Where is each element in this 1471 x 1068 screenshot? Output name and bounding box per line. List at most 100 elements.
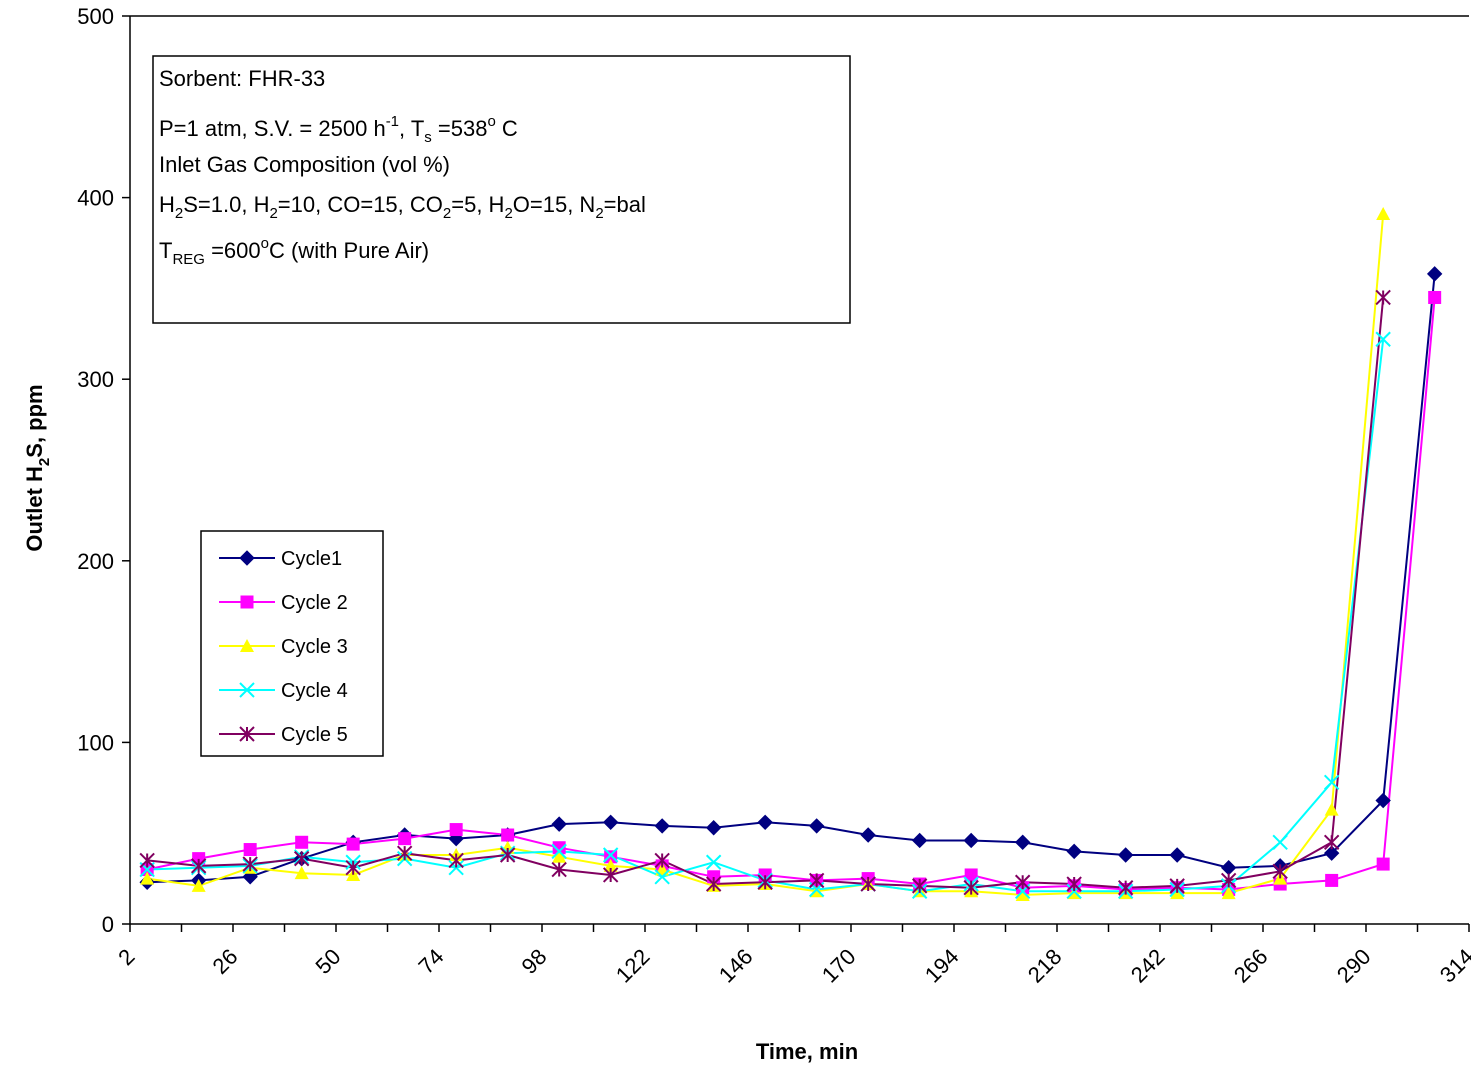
y-tick-label: 500	[77, 4, 114, 29]
data-point-series-5	[705, 876, 722, 892]
info-line-inlet-title: Inlet Gas Composition (vol %)	[159, 152, 450, 177]
x-tick-label: 218	[1023, 944, 1067, 988]
data-point-series-4	[1066, 883, 1082, 900]
data-point-series-4	[705, 854, 722, 870]
x-tick-label: 290	[1332, 944, 1376, 988]
x-tick-label: 2	[113, 944, 139, 970]
data-point-series-2	[1376, 857, 1390, 871]
x-tick-label: 170	[817, 944, 861, 988]
data-point-series-2	[1325, 873, 1339, 887]
data-point-series-5	[808, 872, 825, 889]
data-point-series-5	[1272, 863, 1288, 880]
data-point-series-5	[345, 859, 361, 876]
info-line-composition: H2S=1.0, H2=10, CO=15, CO2=5, H2O=15, N2…	[159, 192, 646, 222]
data-point-series-4	[551, 843, 567, 860]
legend-marker	[240, 639, 254, 652]
data-point-series-5	[190, 858, 207, 874]
data-point-series-5	[757, 874, 773, 890]
data-point-series-5	[911, 878, 928, 894]
x-tick-label: 266	[1229, 944, 1273, 988]
data-point-series-1	[654, 818, 670, 834]
data-point-series-4	[654, 869, 670, 885]
data-point-series-5	[139, 852, 155, 869]
data-point-series-3	[1221, 886, 1236, 900]
data-point-series-5	[293, 850, 310, 867]
y-tick-label: 100	[77, 730, 114, 755]
data-point-series-1	[1117, 847, 1134, 863]
data-point-series-3	[294, 866, 309, 880]
legend-label: Cycle 4	[281, 680, 348, 702]
data-point-series-5	[963, 879, 979, 896]
data-point-series-5	[1169, 878, 1185, 894]
series-markers	[139, 206, 1443, 901]
x-tick-label: 26	[208, 944, 243, 979]
data-point-series-5	[1375, 289, 1391, 306]
data-point-series-2	[552, 841, 566, 855]
x-tick-label: 98	[517, 944, 552, 979]
data-point-series-2	[398, 832, 412, 846]
info-box: Sorbent: FHR-33 P=1 atm, S.V. = 2500 h-1…	[152, 55, 851, 324]
data-point-series-2	[604, 850, 618, 864]
data-point-series-3	[603, 858, 618, 872]
legend-label: Cycle 2	[281, 592, 348, 614]
data-point-series-3	[191, 878, 206, 892]
data-point-series-5	[1066, 876, 1082, 892]
data-point-series-5	[860, 876, 876, 892]
data-point-series-1	[1014, 834, 1031, 850]
data-point-series-1	[963, 832, 979, 849]
data-point-series-3	[140, 871, 155, 885]
legend-label: Cycle1	[281, 548, 342, 570]
data-point-series-5	[448, 852, 464, 869]
x-tick-label: 194	[920, 944, 964, 988]
data-point-series-4	[1323, 774, 1340, 791]
data-point-series-2	[346, 837, 360, 851]
legend-label: Cycle 5	[281, 724, 348, 746]
x-axis-title: Time, min	[756, 1039, 858, 1064]
data-point-series-4	[448, 859, 464, 876]
x-tick-label: 242	[1126, 944, 1170, 988]
legend-label: Cycle 3	[281, 636, 348, 658]
legend-marker	[239, 682, 255, 698]
data-point-series-1	[1323, 845, 1340, 861]
data-point-series-5	[1323, 834, 1340, 850]
info-line-conditions: P=1 atm, S.V. = 2500 h-1, Ts =538o C	[159, 113, 518, 146]
data-point-series-1	[1066, 843, 1082, 860]
data-point-series-1	[705, 820, 722, 836]
data-point-series-2	[243, 843, 257, 857]
y-tick-label: 400	[77, 186, 114, 211]
data-point-series-1	[757, 814, 773, 831]
info-box-frame	[152, 55, 851, 324]
legend-marker	[239, 726, 255, 742]
legend: Cycle1 Cycle 2 Cycle 3 Cycle 4 Cycle 5	[200, 530, 384, 757]
y-tick-label: 300	[77, 367, 114, 392]
data-point-series-1	[1169, 847, 1185, 863]
data-point-series-1	[1220, 859, 1237, 876]
data-point-series-1	[911, 832, 928, 849]
data-point-series-2	[964, 868, 978, 882]
series-line-2	[146, 297, 1436, 891]
data-point-series-5	[396, 845, 413, 861]
x-tick-label: 74	[414, 944, 449, 979]
data-point-series-1	[551, 816, 567, 832]
data-point-series-4	[602, 847, 619, 863]
data-point-series-1	[808, 818, 825, 834]
x-tick-label: 50	[311, 944, 346, 979]
x-tick-label: 314	[1435, 944, 1471, 988]
data-point-series-5	[602, 867, 619, 883]
x-tick-label: 122	[611, 944, 655, 988]
data-point-series-2	[501, 828, 515, 842]
data-point-series-2	[1428, 290, 1442, 304]
y-tick-label: 200	[77, 549, 114, 574]
data-point-series-4	[1375, 331, 1391, 347]
legend-marker	[239, 550, 255, 566]
data-point-series-1	[860, 827, 876, 843]
legend-entries: Cycle1 Cycle 2 Cycle 3 Cycle 4 Cycle 5	[219, 548, 348, 746]
x-tick-label: 146	[714, 944, 758, 988]
y-axis-title: Outlet H2S, ppm	[22, 384, 53, 551]
data-point-series-1	[602, 814, 619, 831]
data-point-series-5	[1117, 879, 1134, 896]
y-tick-label: 0	[102, 912, 114, 937]
data-point-series-1	[1375, 792, 1391, 809]
data-point-series-3	[1324, 802, 1339, 816]
